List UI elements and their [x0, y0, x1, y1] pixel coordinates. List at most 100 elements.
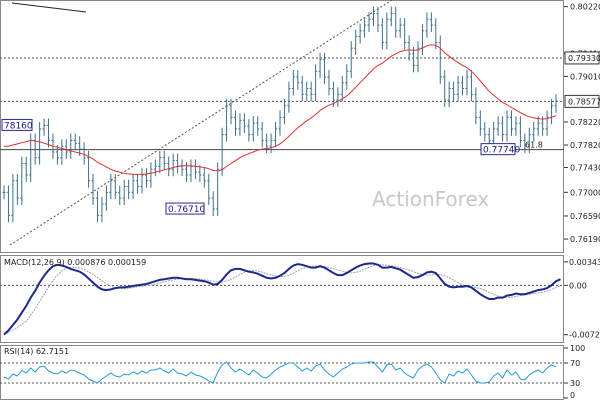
macd-panel-frame [0, 255, 564, 343]
candle [127, 179, 131, 200]
candle [269, 133, 273, 154]
rsi-title: RSI(14) 62.7151 [4, 347, 69, 356]
price-tick-label: 0.76590 [570, 212, 600, 221]
candle [425, 12, 429, 38]
watermark: ActionForex [372, 187, 489, 211]
candle [242, 113, 246, 133]
candle [371, 6, 375, 27]
candle [282, 98, 286, 125]
candle [345, 64, 349, 90]
candle [149, 162, 153, 188]
candle [11, 173, 15, 223]
candle [380, 18, 384, 50]
price-tick-label: 0.80220 [570, 3, 600, 12]
candle [287, 81, 291, 113]
candle [358, 23, 362, 44]
candle [474, 87, 478, 125]
candle [162, 150, 166, 171]
candle [331, 81, 335, 107]
annotation-box [165, 202, 205, 215]
candle [291, 70, 295, 96]
candle [416, 41, 420, 73]
candle [509, 110, 513, 136]
candle [171, 153, 175, 177]
candle [305, 81, 309, 102]
trend-line-top [11, 2, 87, 13]
candle [496, 116, 500, 136]
candle [256, 116, 260, 136]
candle [198, 165, 202, 182]
rsi-tick-label: 30 [570, 379, 580, 388]
candle [113, 173, 117, 200]
rsi-tick-label: 70 [570, 359, 580, 368]
candle [296, 70, 300, 90]
candle [91, 173, 95, 206]
candle [336, 87, 340, 107]
candle [469, 70, 473, 102]
candle [363, 18, 367, 38]
candle [407, 35, 411, 61]
candle [501, 116, 505, 142]
rsi-line [3, 361, 557, 384]
candle [447, 81, 451, 107]
price-tag-label: 0.79330 [568, 54, 600, 63]
candle [69, 133, 73, 159]
candle [274, 121, 278, 148]
price-tick-label: 0.77430 [570, 164, 600, 173]
candle [452, 81, 456, 102]
candle [55, 145, 59, 165]
candle [251, 116, 255, 142]
candle [354, 29, 358, 56]
candle [478, 110, 482, 136]
candle [95, 191, 99, 223]
candle [434, 18, 438, 50]
candle [47, 118, 51, 148]
macd-title: MACD(12,26,9) 0.000876 0.000159 [4, 258, 146, 267]
candle [523, 133, 527, 154]
candle [461, 75, 465, 96]
candle [247, 119, 251, 142]
candle [492, 121, 496, 148]
candle [6, 185, 10, 223]
candle [260, 121, 264, 148]
macd-tick-label: -0.007223 [569, 331, 600, 340]
price-tag-label: 0.78577 [568, 97, 600, 106]
candle [233, 110, 237, 136]
candle [167, 156, 171, 177]
macd-panel: 0.003432 0.00 -0.007223 [0, 258, 600, 340]
annotation-label: 78160 [4, 121, 33, 131]
candle [131, 173, 135, 200]
candle [518, 116, 522, 148]
candle [38, 121, 42, 165]
macd-tick-label: 0.003432 [569, 258, 600, 267]
candle [207, 173, 211, 206]
price-tick-label: 0.78220 [570, 118, 600, 127]
macd-main-line [3, 262, 561, 336]
candle [314, 64, 318, 102]
candle [376, 6, 380, 32]
annotation-box [480, 143, 516, 156]
candle [158, 150, 162, 174]
candle [412, 46, 416, 73]
candle [465, 70, 469, 96]
candle [15, 173, 19, 206]
price-tag-box [564, 51, 600, 65]
candle [367, 12, 371, 32]
candle [202, 168, 206, 188]
candle [73, 133, 77, 151]
candle [514, 116, 518, 136]
candle [403, 18, 407, 50]
annotation-box [1, 118, 33, 131]
candle [229, 98, 233, 125]
rsi-tick-label: 0 [570, 391, 575, 400]
candle [554, 94, 558, 113]
candle [456, 75, 460, 102]
candle [211, 191, 215, 216]
candle [532, 121, 536, 142]
annotation-label: 0.77740 [483, 146, 520, 156]
candle [389, 6, 393, 27]
candle [153, 159, 157, 177]
rsi-tick-label: 100 [570, 344, 585, 353]
candle [220, 127, 224, 177]
candle [438, 35, 442, 84]
